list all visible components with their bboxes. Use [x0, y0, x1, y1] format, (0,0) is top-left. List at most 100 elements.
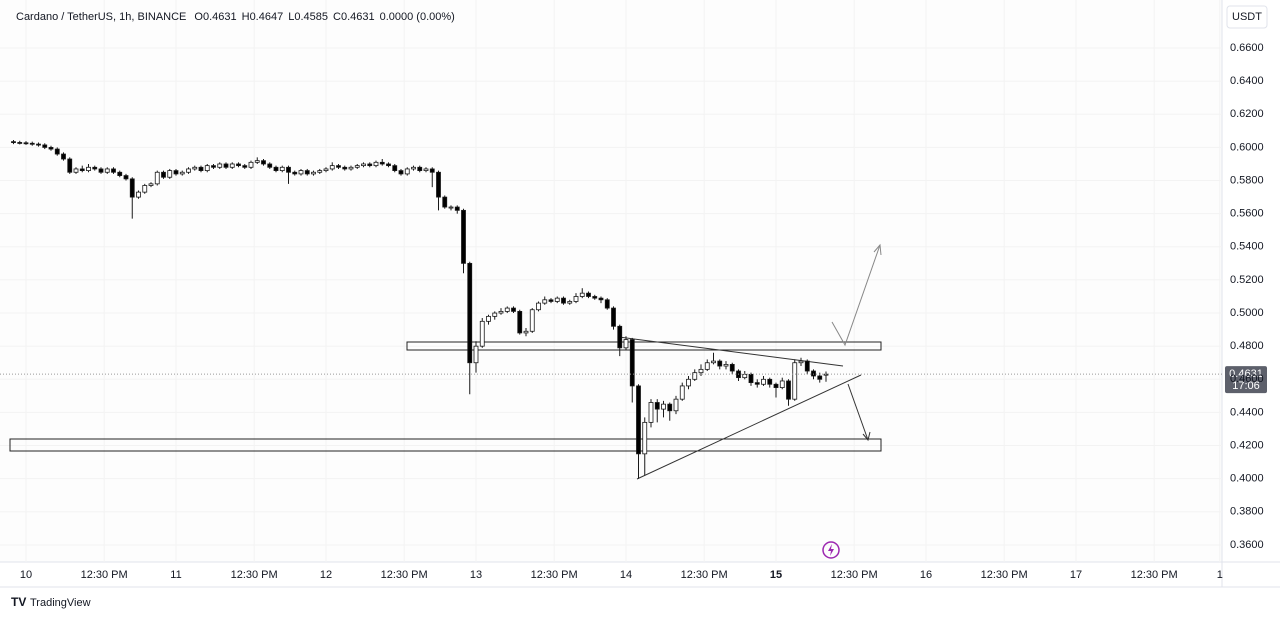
candle-body — [361, 163, 366, 167]
resistance-zone — [406, 341, 882, 351]
bull-arrow — [831, 244, 881, 347]
candle-body — [654, 402, 660, 410]
candle-body — [192, 166, 198, 170]
y-tick-label: 0.6400 — [1230, 75, 1264, 87]
candle-body — [742, 373, 748, 379]
candle-body — [198, 166, 204, 172]
candle-body — [754, 382, 760, 385]
candle-body — [279, 166, 285, 172]
candle-body — [442, 196, 448, 208]
countdown: 17:06 — [1232, 380, 1260, 392]
candle-body — [592, 296, 598, 299]
candle-body — [398, 170, 404, 175]
x-tick-label: 12:30 PM — [381, 569, 428, 581]
candle-body — [11, 141, 16, 144]
candle-body — [136, 191, 141, 198]
ohlc-prefix: O — [194, 11, 203, 23]
candle-body — [617, 325, 623, 349]
x-tick-label: 12:30 PM — [681, 569, 728, 581]
candle-body — [329, 165, 335, 170]
candle-body — [117, 171, 123, 176]
candle-body — [61, 153, 66, 160]
candle-body — [486, 315, 491, 322]
candle-body — [267, 163, 273, 168]
candle-body — [36, 143, 41, 146]
ohlc-prefix: L — [288, 11, 294, 23]
x-tick-label: 12:30 PM — [981, 569, 1028, 581]
x-tick-label: 15 — [770, 569, 782, 581]
candle-body — [517, 310, 523, 334]
candle-body — [717, 360, 723, 367]
candle-body — [611, 307, 616, 327]
candle-body — [504, 307, 510, 312]
candle-body — [629, 339, 635, 387]
candle-body — [523, 330, 529, 334]
ohlc-value: 0.4631 — [203, 11, 237, 23]
candle-body — [661, 403, 666, 410]
y-tick-label: 0.4000 — [1230, 473, 1264, 485]
candle-body — [48, 147, 54, 150]
candle-body — [373, 161, 379, 167]
candle-body — [86, 166, 91, 172]
candle-body — [779, 380, 785, 388]
candle-body — [161, 171, 166, 178]
ohlc-prefix: H — [242, 11, 250, 23]
candle-body — [573, 296, 579, 302]
x-tick-label: 12:30 PM — [231, 569, 278, 581]
candle-body — [579, 292, 585, 297]
candle-body — [248, 161, 254, 168]
candle-body — [317, 170, 323, 173]
ohlc-value: 0.4631 — [341, 11, 375, 23]
y-tick-label: 0.5200 — [1230, 274, 1264, 286]
candle-body — [679, 385, 685, 400]
candle-body — [773, 383, 779, 388]
candle-body — [42, 144, 48, 148]
candle-body — [542, 299, 548, 304]
candle-body — [648, 402, 654, 423]
candle-body — [204, 165, 210, 172]
y-tick-label: 0.4400 — [1230, 406, 1264, 418]
candle-body — [173, 170, 179, 175]
candle-body — [286, 166, 291, 173]
event-icon[interactable] — [822, 541, 840, 559]
candle-body — [386, 163, 391, 167]
event-bolt — [828, 544, 834, 556]
x-tick-label: 12:30 PM — [531, 569, 578, 581]
candle-body — [142, 185, 148, 193]
candle-body — [498, 310, 504, 314]
candle-body — [623, 339, 629, 349]
x-tick-label: 12:30 PM — [831, 569, 878, 581]
candle-body — [23, 142, 29, 145]
x-tick-label: 14 — [620, 569, 632, 581]
candle-body — [336, 165, 341, 168]
y-tick-label: 0.5600 — [1230, 208, 1264, 220]
y-tick-label: 0.5400 — [1230, 241, 1264, 253]
candle-body — [567, 301, 573, 304]
x-tick-label: 12:30 PM — [1131, 569, 1178, 581]
triangle-lower — [636, 374, 862, 480]
candle-body — [129, 178, 135, 198]
ohlc-prefix: C — [333, 11, 341, 23]
candle-body — [367, 163, 373, 167]
candle-body — [223, 163, 229, 168]
y-tick-label: 0.4800 — [1230, 340, 1264, 352]
y-tick-label: 0.5000 — [1230, 307, 1264, 319]
support-zone — [9, 438, 882, 452]
candle-body — [723, 363, 729, 367]
y-tick-label: 0.6000 — [1230, 141, 1264, 153]
candle-body — [792, 362, 798, 400]
candle-body — [123, 175, 129, 180]
candle-body — [804, 360, 810, 372]
brand: TradingView — [30, 597, 91, 609]
candle-body — [492, 312, 498, 317]
candle-body — [298, 170, 304, 175]
candle-body — [411, 166, 416, 170]
candle-body — [111, 168, 116, 173]
x-tick-label: 12 — [320, 569, 332, 581]
candle-body — [436, 171, 441, 198]
y-tick-label: 0.4600 — [1230, 373, 1264, 385]
candle-body — [404, 168, 410, 175]
candle-body — [704, 362, 710, 370]
currency-box[interactable] — [1226, 5, 1268, 29]
candle-body — [767, 378, 773, 385]
